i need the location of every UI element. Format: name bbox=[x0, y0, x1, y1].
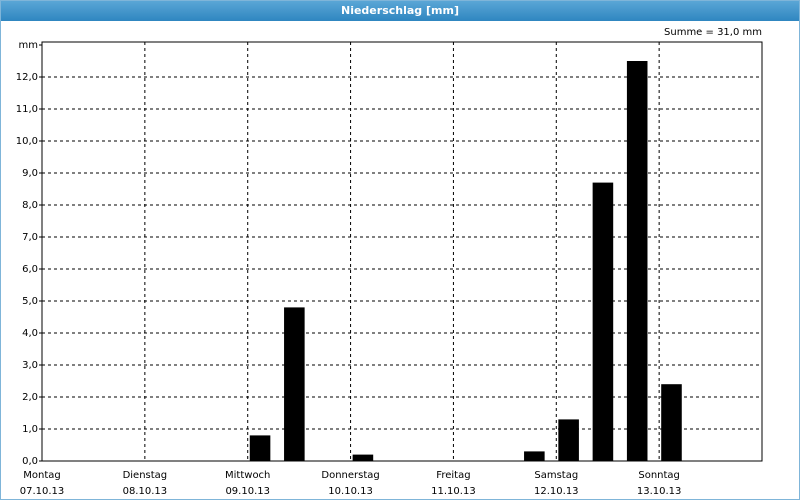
bar bbox=[661, 384, 682, 461]
y-tick-label: 7,0 bbox=[22, 232, 38, 243]
bar bbox=[524, 451, 545, 461]
x-tick-label: Samstag bbox=[534, 470, 578, 481]
y-tick-label: 9,0 bbox=[22, 168, 38, 179]
y-tick-label: 2,0 bbox=[22, 392, 38, 403]
bar bbox=[558, 419, 579, 461]
x-tick-date: 13.10.13 bbox=[637, 486, 682, 497]
x-tick-label: Montag bbox=[23, 470, 60, 481]
sum-annotation: Summe = 31,0 mm bbox=[664, 27, 762, 38]
y-tick-label: 10,0 bbox=[16, 136, 38, 147]
chart-title: Niederschlag [mm] bbox=[341, 4, 459, 17]
title-bar bbox=[1, 1, 799, 21]
x-tick-date: 12.10.13 bbox=[534, 486, 579, 497]
y-tick-label: 8,0 bbox=[22, 200, 38, 211]
plot-frame bbox=[41, 41, 763, 462]
bar bbox=[249, 435, 271, 461]
x-tick-date: 11.10.13 bbox=[431, 486, 476, 497]
x-tick-date: 09.10.13 bbox=[225, 486, 270, 497]
bar bbox=[352, 454, 374, 461]
y-tick-label: 0,0 bbox=[22, 456, 38, 467]
y-tick-label: 6,0 bbox=[22, 264, 38, 275]
bar bbox=[626, 61, 648, 461]
x-tick-label: Freitag bbox=[436, 470, 470, 481]
y-tick-label: 12,0 bbox=[16, 72, 38, 83]
x-tick-date: 07.10.13 bbox=[20, 486, 65, 497]
x-tick-label: Mittwoch bbox=[225, 470, 270, 481]
x-tick-date: 08.10.13 bbox=[123, 486, 168, 497]
y-tick-label: 4,0 bbox=[22, 328, 38, 339]
y-tick-label: 5,0 bbox=[22, 296, 38, 307]
y-tick-label: mm bbox=[19, 40, 38, 51]
x-tick-label: Donnerstag bbox=[321, 470, 379, 481]
x-tick-label: Sonntag bbox=[638, 470, 680, 481]
y-tick-label: 3,0 bbox=[22, 360, 38, 371]
bar bbox=[284, 307, 305, 461]
bar bbox=[592, 182, 614, 461]
y-tick-label: 1,0 bbox=[22, 424, 38, 435]
x-tick-date: 10.10.13 bbox=[328, 486, 373, 497]
y-tick-label: 11,0 bbox=[16, 104, 38, 115]
x-tick-label: Dienstag bbox=[123, 470, 168, 481]
